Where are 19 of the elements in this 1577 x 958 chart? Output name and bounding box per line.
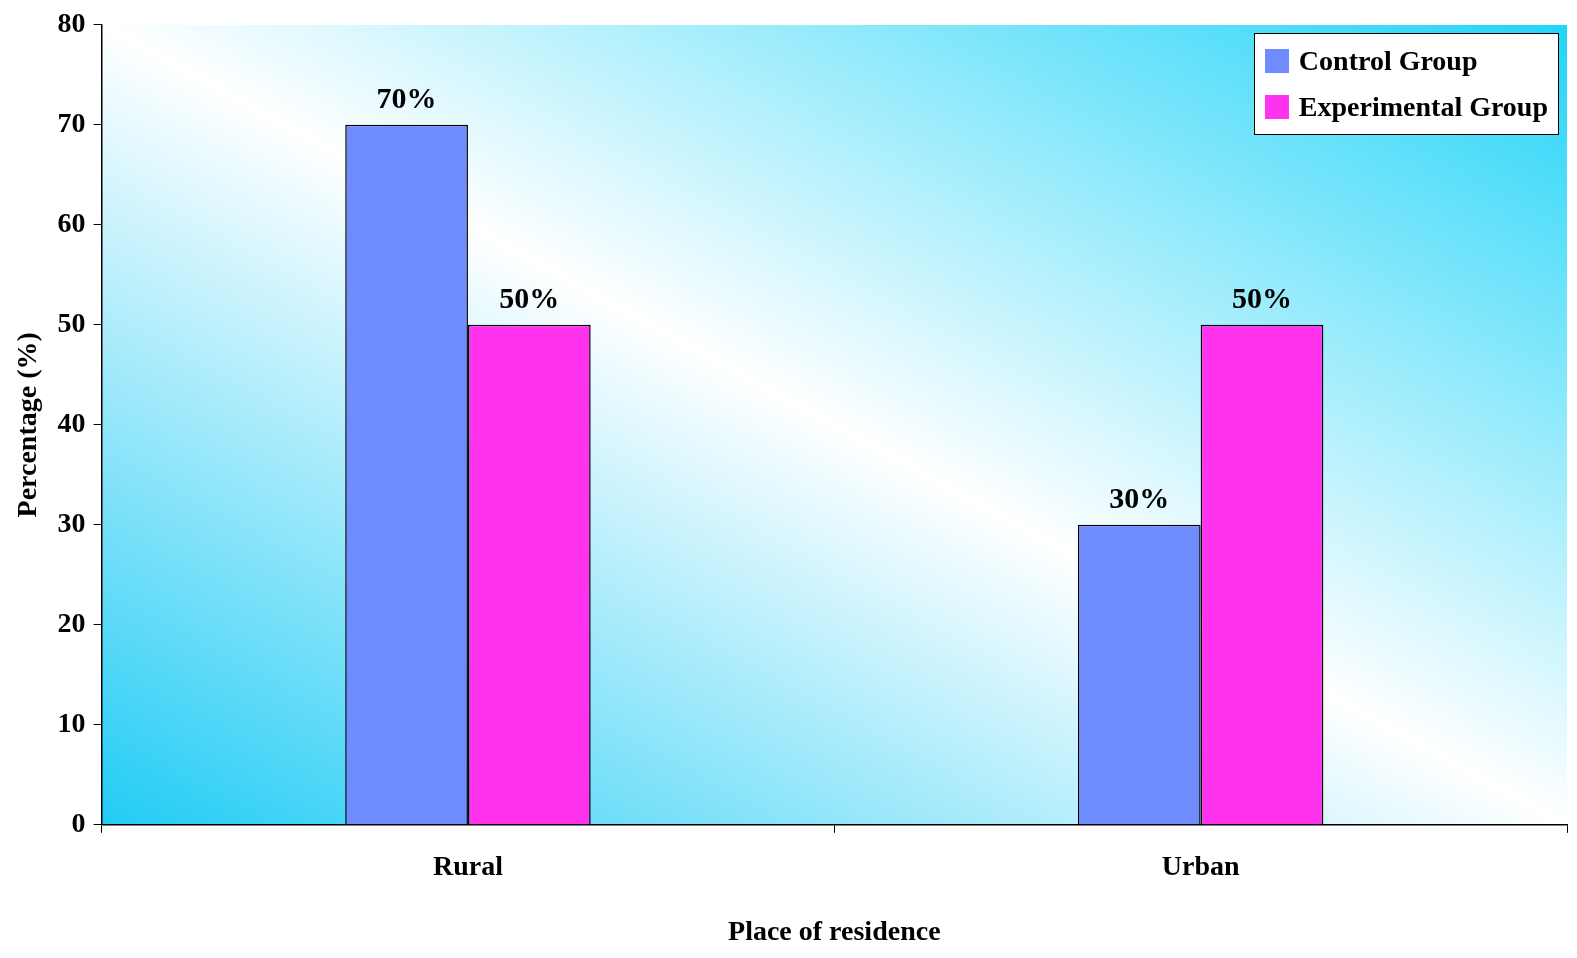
y-tick-label: 40 [57, 407, 86, 439]
data-label: 50% [1232, 280, 1293, 314]
x-tick-label: Urban [1161, 849, 1240, 881]
y-tick-label: 80 [57, 7, 86, 39]
y-tick-label: 50 [57, 307, 86, 339]
y-tick-label: 0 [71, 807, 86, 839]
data-label: 70% [376, 80, 437, 114]
legend-label: Experimental Group [1298, 89, 1548, 124]
data-label: 50% [499, 280, 560, 314]
x-axis-title: Place of residence [728, 915, 941, 947]
y-tick-label: 20 [57, 607, 86, 639]
legend-label: Control Group [1298, 43, 1478, 78]
y-axis-title: Percentage (%) [11, 332, 43, 518]
y-tick-label: 60 [57, 207, 86, 239]
y-tick-label: 10 [57, 707, 86, 739]
data-label: 30% [1109, 480, 1170, 514]
y-tick-label: 30 [57, 507, 86, 539]
x-tick-label: Rural [432, 849, 504, 881]
y-tick-label: 70 [57, 107, 86, 139]
